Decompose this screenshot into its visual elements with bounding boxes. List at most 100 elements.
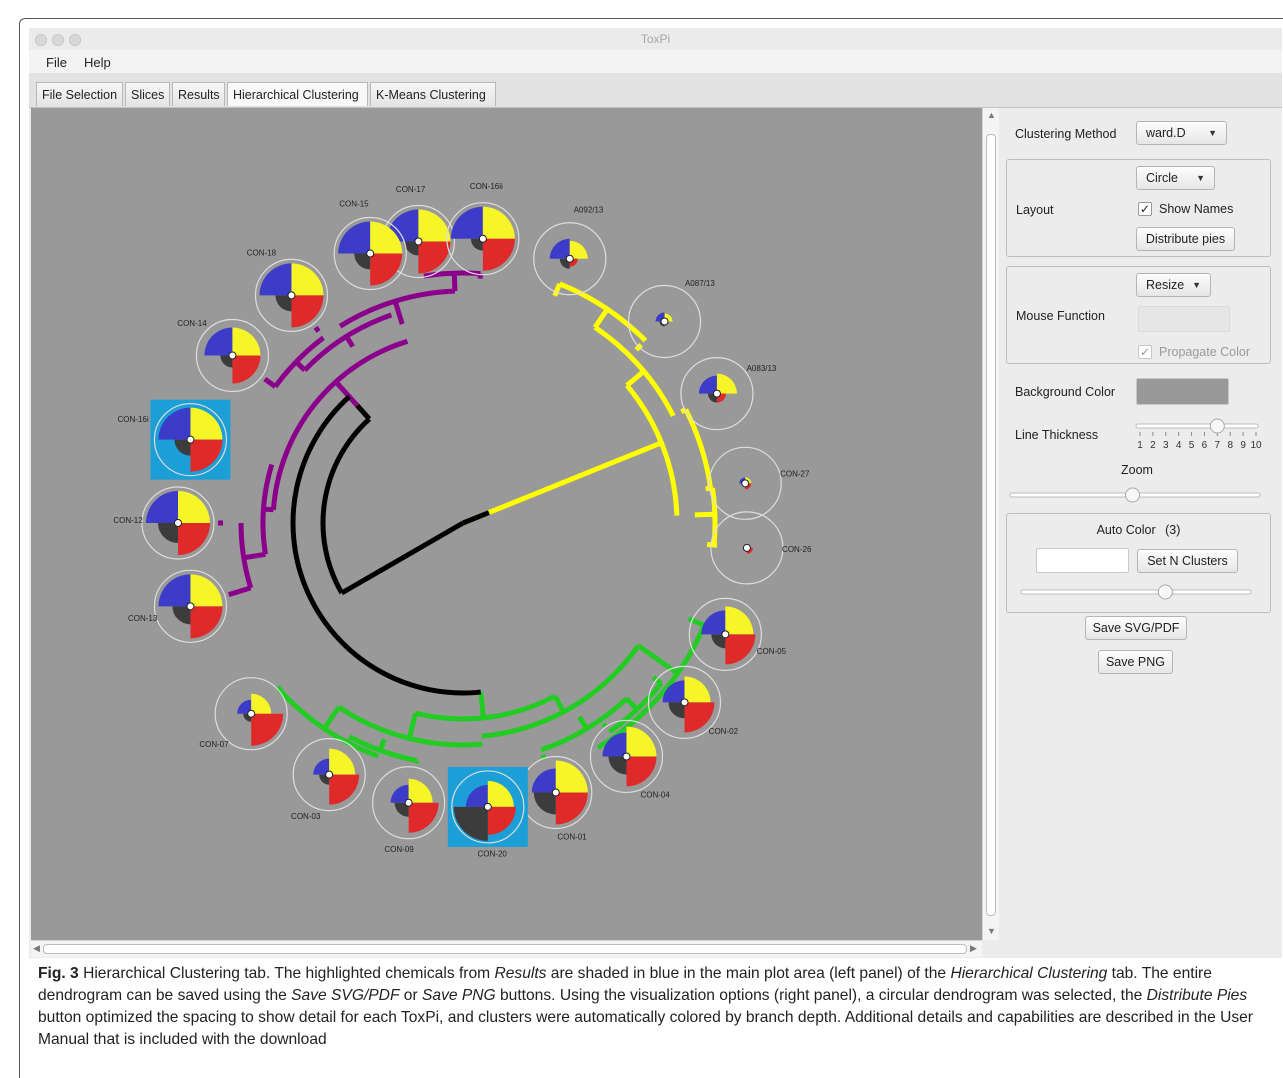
slider-tick-label: 10 bbox=[1250, 440, 1262, 451]
slider-thumb[interactable] bbox=[1126, 488, 1140, 502]
save-svg-pdf-button[interactable]: Save SVG/PDF bbox=[1085, 616, 1187, 640]
dendrogram-branch bbox=[357, 406, 369, 419]
title-bar: ToxPi bbox=[29, 28, 1282, 51]
leaf-label: CON-17 bbox=[396, 185, 426, 194]
toxpi-slice bbox=[158, 574, 190, 606]
toxpi-center bbox=[288, 292, 295, 299]
propagate-color-checkbox[interactable]: ✓ bbox=[1138, 345, 1152, 359]
leaf-label: CON-13 bbox=[128, 614, 158, 623]
clustering-method-dropdown[interactable]: ward.D ▼ bbox=[1136, 121, 1227, 145]
clusters-slider[interactable] bbox=[1019, 582, 1255, 602]
toxpi-center bbox=[479, 235, 486, 242]
clustering-method-value: ward.D bbox=[1146, 126, 1186, 140]
dendrogram-branch bbox=[229, 588, 251, 595]
show-names-checkbox[interactable]: ✓ bbox=[1138, 202, 1152, 216]
toxpi-slice bbox=[556, 792, 588, 824]
toxpi-slice bbox=[556, 760, 588, 792]
toxpi-slice bbox=[418, 210, 450, 242]
toxpi-slice bbox=[204, 327, 232, 355]
toxpi-slice bbox=[190, 574, 222, 606]
propagate-color-label: Propagate Color bbox=[1159, 345, 1250, 359]
slider-track bbox=[1021, 590, 1251, 594]
show-names-label: Show Names bbox=[1159, 202, 1233, 216]
dendrogram-branch bbox=[346, 336, 352, 346]
window-title: ToxPi bbox=[29, 32, 1282, 46]
toxpi-slice bbox=[232, 327, 260, 355]
horizontal-scroll-thumb[interactable] bbox=[43, 944, 967, 954]
tab-hierarchical-clustering[interactable]: Hierarchical Clustering bbox=[227, 82, 368, 106]
background-color-swatch[interactable] bbox=[1136, 378, 1229, 405]
toxpi-slice bbox=[178, 491, 210, 523]
n-clusters-input[interactable] bbox=[1036, 548, 1129, 573]
toxpi-slice bbox=[602, 732, 626, 756]
slider-tick-label: 9 bbox=[1240, 440, 1246, 451]
distribute-pies-button[interactable]: Distribute pies bbox=[1136, 227, 1235, 251]
scroll-up-icon[interactable]: ▲ bbox=[987, 110, 996, 120]
leaf-label: CON-05 bbox=[757, 647, 787, 656]
auto-color-count: (3) bbox=[1165, 523, 1180, 537]
tab-kmeans-clustering[interactable]: K-Means Clustering bbox=[370, 82, 496, 106]
toxpi-slice bbox=[259, 263, 291, 295]
slider-tick-label: 4 bbox=[1176, 440, 1182, 451]
vertical-scrollbar[interactable]: ▲ ▼ bbox=[982, 108, 999, 940]
toxpi-center bbox=[742, 480, 749, 487]
toxpi-slice bbox=[418, 242, 450, 274]
mouse-function-label: Mouse Function bbox=[1016, 309, 1105, 323]
vertical-scroll-thumb[interactable] bbox=[986, 134, 996, 916]
toxpi-slice bbox=[717, 374, 737, 394]
auto-color-label: Auto Color bbox=[1097, 523, 1156, 537]
menu-file[interactable]: File bbox=[46, 55, 67, 70]
slider-thumb[interactable] bbox=[1158, 585, 1172, 599]
toxpi-center bbox=[661, 318, 668, 325]
slider-tick-label: 8 bbox=[1227, 440, 1233, 451]
tab-slices[interactable]: Slices bbox=[125, 82, 170, 106]
slider-thumb[interactable] bbox=[1210, 419, 1224, 433]
chevron-down-icon: ▼ bbox=[1208, 122, 1217, 144]
toxpi-center bbox=[175, 520, 182, 527]
layout-value: Circle bbox=[1146, 171, 1178, 185]
layout-dropdown[interactable]: Circle ▼ bbox=[1136, 166, 1215, 190]
dendrogram-branch bbox=[342, 523, 463, 593]
figure-number: Fig. 3 bbox=[38, 965, 79, 982]
set-n-clusters-button[interactable]: Set N Clusters bbox=[1137, 549, 1238, 573]
dendrogram-branch bbox=[395, 301, 402, 324]
dendrogram-branch bbox=[324, 707, 339, 729]
toxpi-slice bbox=[158, 523, 178, 543]
tab-results[interactable]: Results bbox=[172, 82, 225, 106]
auto-color-group: Auto Color (3) Set N Clusters bbox=[1006, 513, 1271, 613]
mouse-function-dropdown[interactable]: Resize ▼ bbox=[1136, 273, 1211, 297]
toxpi-center bbox=[552, 789, 559, 796]
toxpi-slice bbox=[190, 606, 222, 638]
scroll-down-icon[interactable]: ▼ bbox=[987, 926, 996, 936]
tab-file-selection[interactable]: File Selection bbox=[36, 82, 123, 106]
dendrogram-branch bbox=[627, 371, 644, 385]
toxpi-slice bbox=[329, 749, 355, 775]
dendrogram-branch bbox=[579, 717, 586, 729]
toxpi-slice bbox=[532, 768, 556, 792]
zoom-slider[interactable] bbox=[1008, 485, 1263, 505]
layout-group: Layout Circle ▼ ✓ Show Names Distribute … bbox=[1006, 159, 1271, 257]
dendrogram-branch bbox=[555, 696, 563, 712]
chevron-down-icon: ▼ bbox=[1192, 274, 1201, 296]
toxpi-slice bbox=[701, 610, 725, 634]
dendrogram-branch bbox=[481, 692, 484, 718]
dendrogram-arc bbox=[293, 397, 481, 693]
toxpi-center bbox=[187, 436, 194, 443]
toxpi-slice bbox=[251, 714, 283, 746]
figure-caption: Fig. 3 Hierarchical Clustering tab. The … bbox=[38, 963, 1268, 1051]
save-png-button[interactable]: Save PNG bbox=[1098, 650, 1173, 674]
menu-help[interactable]: Help bbox=[84, 55, 111, 70]
dendrogram-branch bbox=[454, 273, 455, 291]
scroll-right-icon[interactable]: ▶ bbox=[970, 943, 977, 954]
toxpi-center bbox=[681, 699, 688, 706]
leaf-label: CON-03 bbox=[291, 812, 321, 821]
horizontal-scrollbar[interactable]: ◀ ▶ bbox=[31, 940, 982, 957]
leaf-label: CON-07 bbox=[199, 740, 229, 749]
leaf-label: CON-09 bbox=[384, 845, 414, 854]
scroll-left-icon[interactable]: ◀ bbox=[33, 943, 40, 954]
dendrogram-branch bbox=[463, 513, 489, 523]
slider-track bbox=[1136, 424, 1258, 428]
